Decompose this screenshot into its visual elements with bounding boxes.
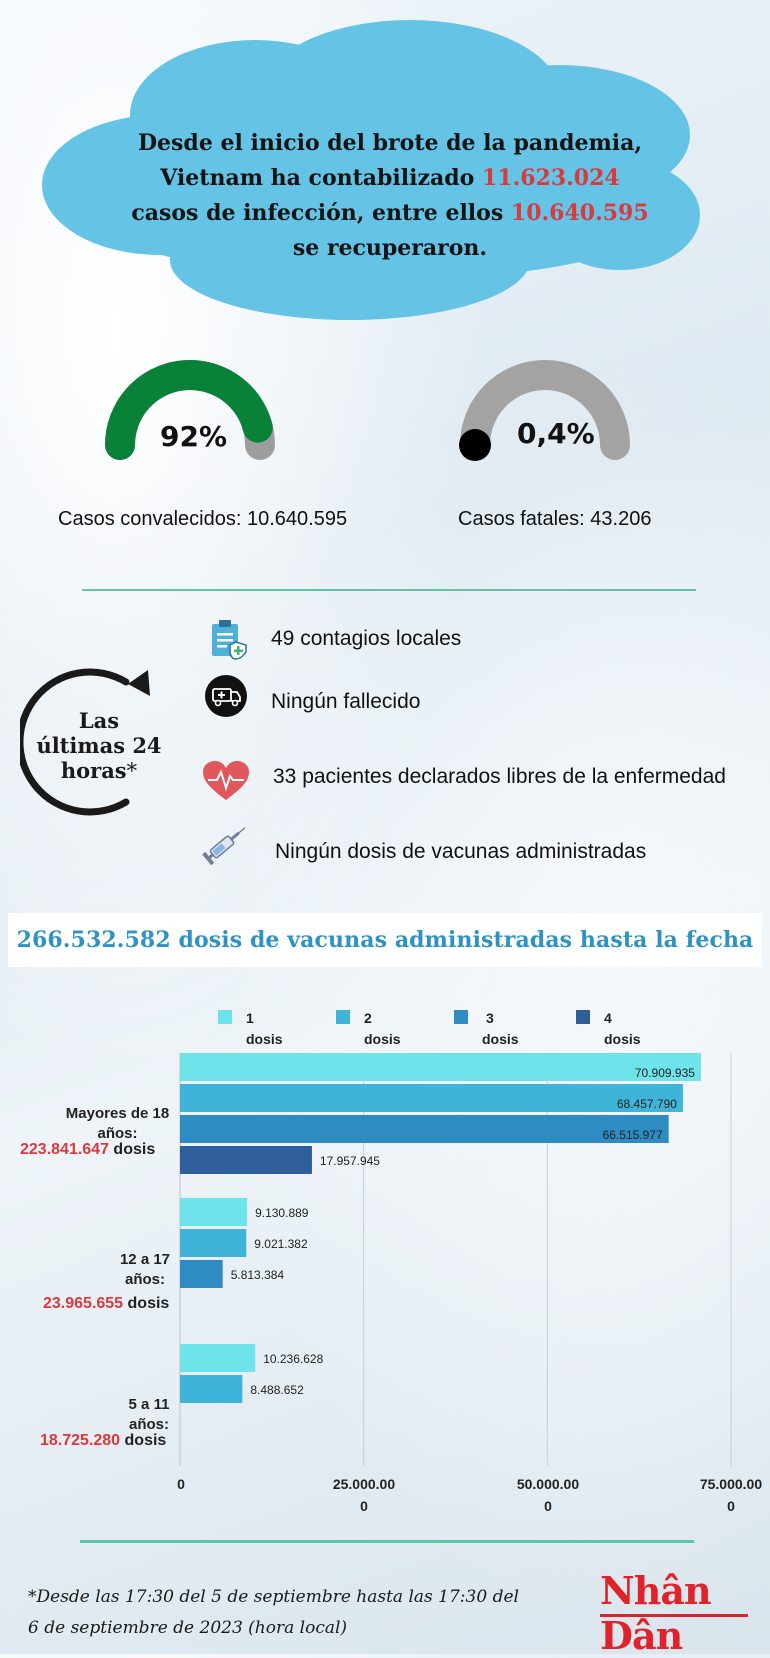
legend-swatch-1: [218, 1010, 232, 1024]
bar-group2-dose1: [180, 1198, 248, 1226]
no-deaths-text: Ningún fallecido: [271, 690, 421, 713]
divider-bottom: [80, 1540, 694, 1543]
headline: Desde el inicio del brote de la pandemia…: [131, 130, 649, 261]
logo-underline: [600, 1614, 748, 1617]
legend-swatch-3: [454, 1010, 468, 1024]
x-tick-75m: 75.000.00 0: [699, 1476, 763, 1514]
group-total-12-17: 23.965.655 dosis: [43, 1295, 170, 1312]
bar-label-group1-dose1: 70.909.935: [635, 1066, 695, 1080]
bar-label-group1-dose4: 17.957.945: [320, 1154, 380, 1168]
cloud-shape: [42, 20, 700, 320]
fatal-label: Casos fatales: 43.206: [458, 508, 652, 530]
ambulance-icon: [205, 675, 247, 717]
bar-label-group2-dose1: 9.130.889: [255, 1206, 309, 1220]
recovered-percent: 92%: [160, 420, 228, 453]
fatal-gauge: [459, 360, 630, 461]
footnote: *Desde las 17:30 del 5 de septiembre has…: [28, 1587, 519, 1638]
legend-swatch-4: [576, 1010, 590, 1024]
legend-swatch-2: [336, 1010, 350, 1024]
recovered-24h-text: 33 pacientes declarados libres de la enf…: [273, 765, 726, 788]
bar-group1-dose4: [180, 1146, 312, 1174]
bar-group2-dose2: [180, 1229, 247, 1257]
legend-dose-3: 3 dosis: [454, 1008, 542, 1050]
vaccine-total-banner: 266.532.582 dosis de vacunas administrad…: [8, 913, 762, 967]
fatal-percent: 0,4%: [517, 417, 595, 450]
bar-label-group3-dose2: 8.488.652: [250, 1383, 304, 1397]
bar-group1-dose2: [180, 1084, 683, 1112]
bar-label-group1-dose2: 68.457.790: [617, 1097, 677, 1111]
bar-label-group1-dose3: 66.515.977: [603, 1128, 663, 1142]
bar-group1-dose3: [180, 1115, 669, 1143]
heart-pulse-icon: [203, 761, 249, 800]
bar-group3-dose2: [180, 1375, 243, 1403]
group-total-adults: 223.841.647 dosis: [20, 1141, 156, 1158]
group-total-5-11: 18.725.280 dosis: [40, 1432, 167, 1449]
bar-group2-dose3: [180, 1260, 223, 1288]
group-label-adults: Mayores de 18 años:: [65, 1105, 170, 1142]
bar-label-group3-dose1: 10.236.628: [263, 1352, 323, 1366]
group-label-5-11: 5 a 11 años:: [128, 1396, 170, 1433]
vaccine-bar-chart: 70.909.935 68.457.790 66.515.977 17.957.945…: [179, 1053, 732, 1466]
cycle-arrow-icon: [20, 668, 150, 816]
legend-dose-4: 4 dosis: [576, 1008, 664, 1050]
bar-group1-dose1: [180, 1053, 701, 1081]
bar-label-group2-dose3: 5.813.384: [231, 1268, 285, 1282]
nhan-dan-logo: Nhân Dân: [600, 1568, 712, 1658]
last-24-title: Las últimas 24 horas*: [36, 708, 162, 783]
recovered-label: Casos convalecidos: 10.640.595: [58, 508, 348, 530]
local-cases-text: 49 contagios locales: [271, 627, 462, 650]
x-tick-25m: 25.000.00 0: [332, 1476, 396, 1514]
divider-top: [82, 589, 696, 591]
bar-label-group2-dose2: 9.021.382: [254, 1237, 308, 1251]
total-cases: 11.623.024: [481, 165, 620, 191]
group-label-12-17: 12 a 17 años:: [119, 1251, 171, 1288]
legend-dose-1: 1 dosis: [218, 1008, 306, 1050]
syringe-icon: [202, 827, 246, 866]
x-tick-0: 0: [177, 1476, 185, 1492]
recovered-cases: 10.640.595: [510, 200, 649, 226]
legend-dose-2: 2 dosis: [336, 1008, 424, 1050]
recovered-gauge-fill: [105, 360, 273, 460]
bar-group3-dose1: [180, 1344, 256, 1372]
clipboard-icon: [212, 620, 247, 660]
recovered-gauge: [105, 360, 275, 460]
no-vaccines-text: Ningún dosis de vacunas administradas: [275, 840, 647, 863]
x-tick-50m: 50.000.00 0: [516, 1476, 580, 1514]
